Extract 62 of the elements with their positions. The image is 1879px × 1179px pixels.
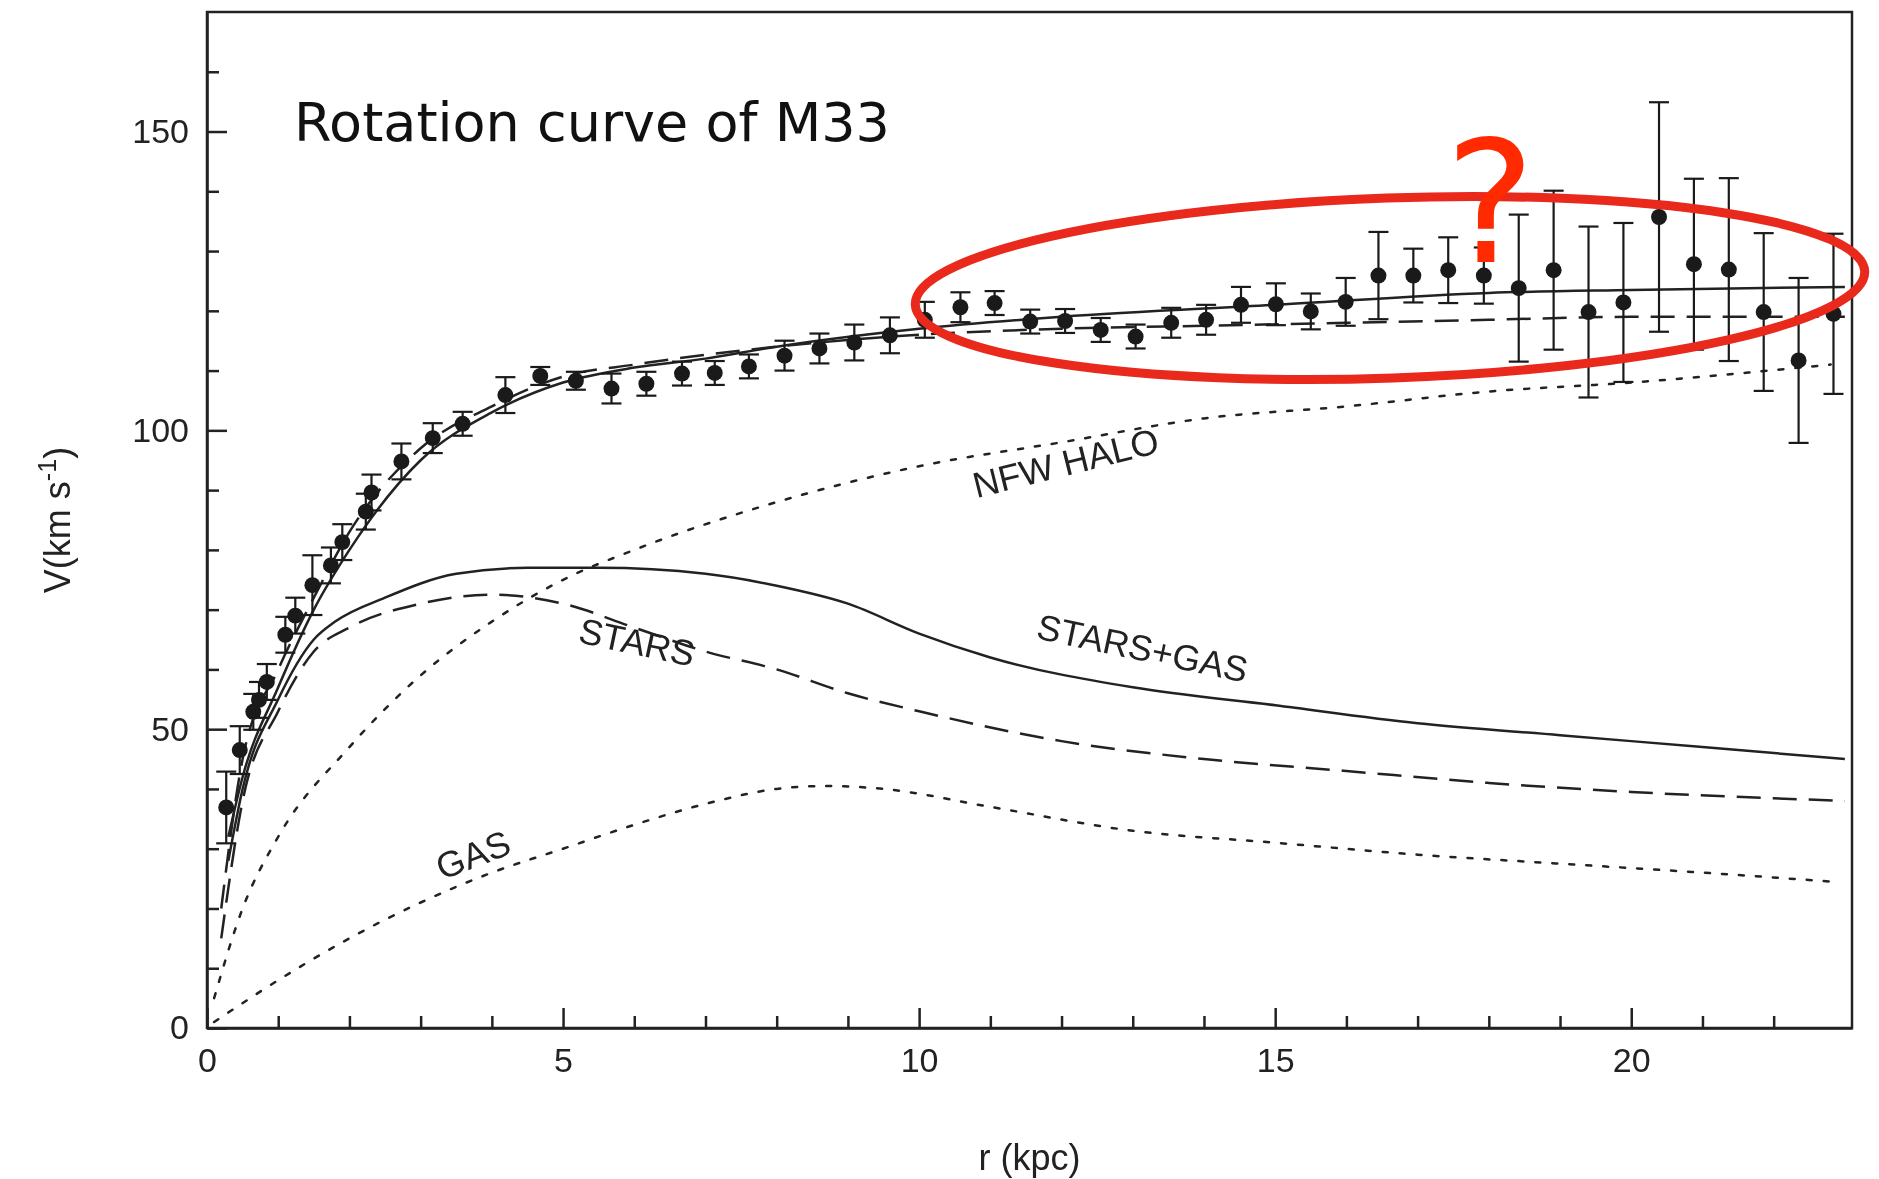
point <box>322 557 339 574</box>
text: NFW HALO <box>968 420 1163 506</box>
x-axis-title: r (kpc) <box>978 1137 1081 1178</box>
point <box>231 742 248 759</box>
point <box>1267 296 1284 313</box>
point <box>1057 313 1074 329</box>
point <box>287 607 304 624</box>
point <box>1302 303 1319 320</box>
point <box>1790 352 1807 369</box>
point <box>740 358 757 375</box>
point <box>1233 296 1249 313</box>
point <box>1198 311 1215 328</box>
point <box>986 295 1003 312</box>
point <box>357 503 374 520</box>
y-tick-label: 150 <box>132 111 189 150</box>
y-tick-label: 50 <box>151 709 189 748</box>
point <box>1092 321 1109 338</box>
point <box>1651 209 1667 225</box>
x-tick-label: 20 <box>1612 1041 1651 1080</box>
point <box>363 484 380 501</box>
point <box>1163 314 1180 331</box>
y-tick-label: 100 <box>132 410 189 449</box>
x-tick-label: 5 <box>554 1041 574 1080</box>
x-tick-label: 0 <box>198 1041 217 1080</box>
point <box>1685 256 1702 273</box>
point <box>706 365 723 381</box>
point <box>1545 262 1562 279</box>
point <box>811 340 828 357</box>
text: STARS <box>575 609 699 675</box>
point <box>1370 267 1387 284</box>
point <box>454 415 471 432</box>
point <box>304 577 321 594</box>
point <box>393 453 410 470</box>
point <box>1580 304 1597 320</box>
point <box>881 327 898 344</box>
line-series <box>212 784 1832 1024</box>
x-tick-label: 10 <box>900 1041 939 1080</box>
text: Rotation curve of M33 <box>294 91 890 154</box>
point <box>334 534 351 551</box>
point <box>603 380 620 397</box>
y-tick-label: 0 <box>170 1008 189 1047</box>
point <box>638 375 655 392</box>
point <box>674 365 690 382</box>
point <box>1022 313 1039 330</box>
point <box>277 626 294 643</box>
point <box>424 430 441 447</box>
point <box>245 703 262 720</box>
point <box>1755 304 1772 320</box>
text: GAS <box>430 822 516 888</box>
x-tick-label: 15 <box>1256 1041 1295 1080</box>
point <box>776 347 793 364</box>
point <box>1615 294 1632 311</box>
point <box>497 387 514 404</box>
point <box>1127 328 1144 345</box>
point <box>258 674 275 690</box>
point <box>1337 293 1354 310</box>
point <box>1720 261 1737 278</box>
point <box>952 299 969 316</box>
point <box>251 691 267 708</box>
point <box>846 334 863 351</box>
point <box>1405 267 1422 284</box>
point <box>218 799 235 816</box>
